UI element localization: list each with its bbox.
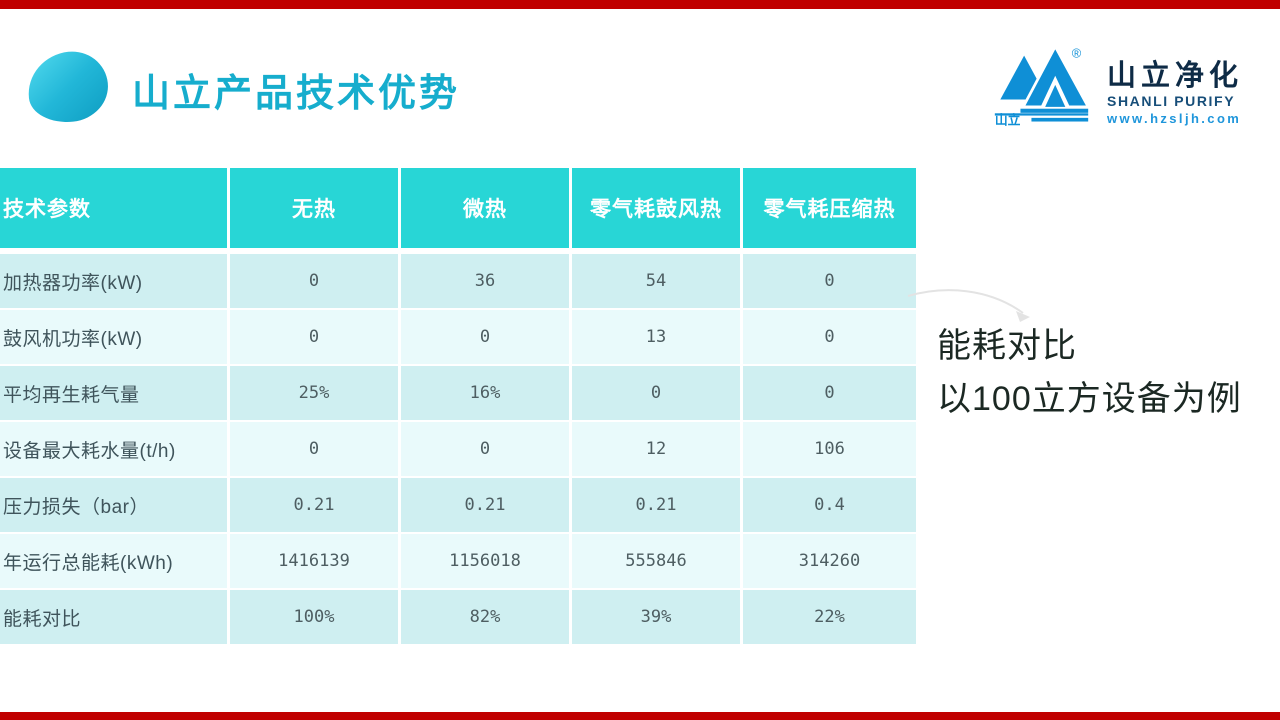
cell-value: 100% xyxy=(230,590,398,644)
cell-value: 555846 xyxy=(572,534,740,588)
table-header-row: 技术参数 无热 微热 零气耗鼓风热 零气耗压缩热 xyxy=(0,168,916,248)
logo-text-block: 山立净化 SHANLI PURIFY www.hzsljh.com xyxy=(1107,61,1243,128)
logo-name-cn: 山立净化 xyxy=(1107,60,1244,92)
cell-value: 0 xyxy=(230,422,398,476)
cell-value: 16% xyxy=(401,366,569,420)
cell-value: 0 xyxy=(230,310,398,364)
cell-value: 54 xyxy=(572,254,740,308)
cell-value: 0.21 xyxy=(401,478,569,532)
column-header-blower-heat: 零气耗鼓风热 xyxy=(572,168,740,248)
cell-value: 0 xyxy=(572,366,740,420)
table-row: 鼓风机功率(kW) 0 0 13 0 xyxy=(0,310,916,364)
logo-website: www.hzsljh.com xyxy=(1107,111,1242,126)
column-header-heatless: 无热 xyxy=(230,168,398,248)
row-label: 能耗对比 xyxy=(0,590,227,644)
column-header-parameter: 技术参数 xyxy=(0,168,227,248)
company-logo: ® 山立 山立净化 SHANLI PURIFY www.hzsljh.com xyxy=(993,40,1243,128)
cell-value: 39% xyxy=(572,590,740,644)
registered-mark: ® xyxy=(1072,45,1082,60)
column-header-microheat: 微热 xyxy=(401,168,569,248)
top-accent-bar xyxy=(0,0,1280,9)
row-label: 加热器功率(kW) xyxy=(0,254,227,308)
cell-value: 25% xyxy=(230,366,398,420)
cell-value: 0 xyxy=(743,254,916,308)
row-label: 鼓风机功率(kW) xyxy=(0,310,227,364)
annotation-text: 能耗对比 以100立方设备为例 xyxy=(937,320,1242,426)
cell-value: 0 xyxy=(743,366,916,420)
cell-value: 82% xyxy=(401,590,569,644)
table-row: 能耗对比 100% 82% 39% 22% xyxy=(0,590,916,644)
cell-value: 0 xyxy=(743,310,916,364)
cell-value: 106 xyxy=(743,422,916,476)
annotation-line2: 以100立方设备为例 xyxy=(937,380,1242,418)
table-row: 年运行总能耗(kWh) 1416139 1156018 555846 31426… xyxy=(0,534,916,588)
row-label: 压力损失（bar） xyxy=(0,478,227,532)
cell-value: 0.4 xyxy=(743,478,916,532)
callout-arrow-icon xyxy=(907,289,1030,322)
cell-value: 0 xyxy=(401,422,569,476)
table-row: 平均再生耗气量 25% 16% 0 0 xyxy=(0,366,916,420)
cell-value: 0 xyxy=(230,254,398,308)
table-row: 设备最大耗水量(t/h) 0 0 12 106 xyxy=(0,422,916,476)
row-label: 年运行总能耗(kWh) xyxy=(0,534,227,588)
column-header-compression-heat: 零气耗压缩热 xyxy=(743,168,916,248)
page-title: 山立产品技术优势 xyxy=(132,73,461,115)
cell-value: 314260 xyxy=(743,534,916,588)
cell-value: 1416139 xyxy=(230,534,398,588)
cell-value: 22% xyxy=(743,590,916,644)
logo-mark-label: 山立 xyxy=(995,112,1021,127)
cell-value: 0.21 xyxy=(572,478,740,532)
bottom-accent-bar xyxy=(0,712,1280,720)
title-blob-decoration xyxy=(24,48,112,126)
annotation-line1: 能耗对比 xyxy=(937,327,1077,365)
cell-value: 1156018 xyxy=(401,534,569,588)
table-row: 压力损失（bar） 0.21 0.21 0.21 0.4 xyxy=(0,478,916,532)
cell-value: 36 xyxy=(401,254,569,308)
row-label: 设备最大耗水量(t/h) xyxy=(0,422,227,476)
cell-value: 13 xyxy=(572,310,740,364)
cell-value: 12 xyxy=(572,422,740,476)
logo-name-en: SHANLI PURIFY xyxy=(1107,93,1236,109)
comparison-table: 技术参数 无热 微热 零气耗鼓风热 零气耗压缩热 加热器功率(kW) 0 36 … xyxy=(0,168,916,646)
row-label: 平均再生耗气量 xyxy=(0,366,227,420)
mountain-logo-icon: ® 山立 xyxy=(994,43,1091,127)
cell-value: 0 xyxy=(401,310,569,364)
table-row: 加热器功率(kW) 0 36 54 0 xyxy=(0,254,916,308)
cell-value: 0.21 xyxy=(230,478,398,532)
